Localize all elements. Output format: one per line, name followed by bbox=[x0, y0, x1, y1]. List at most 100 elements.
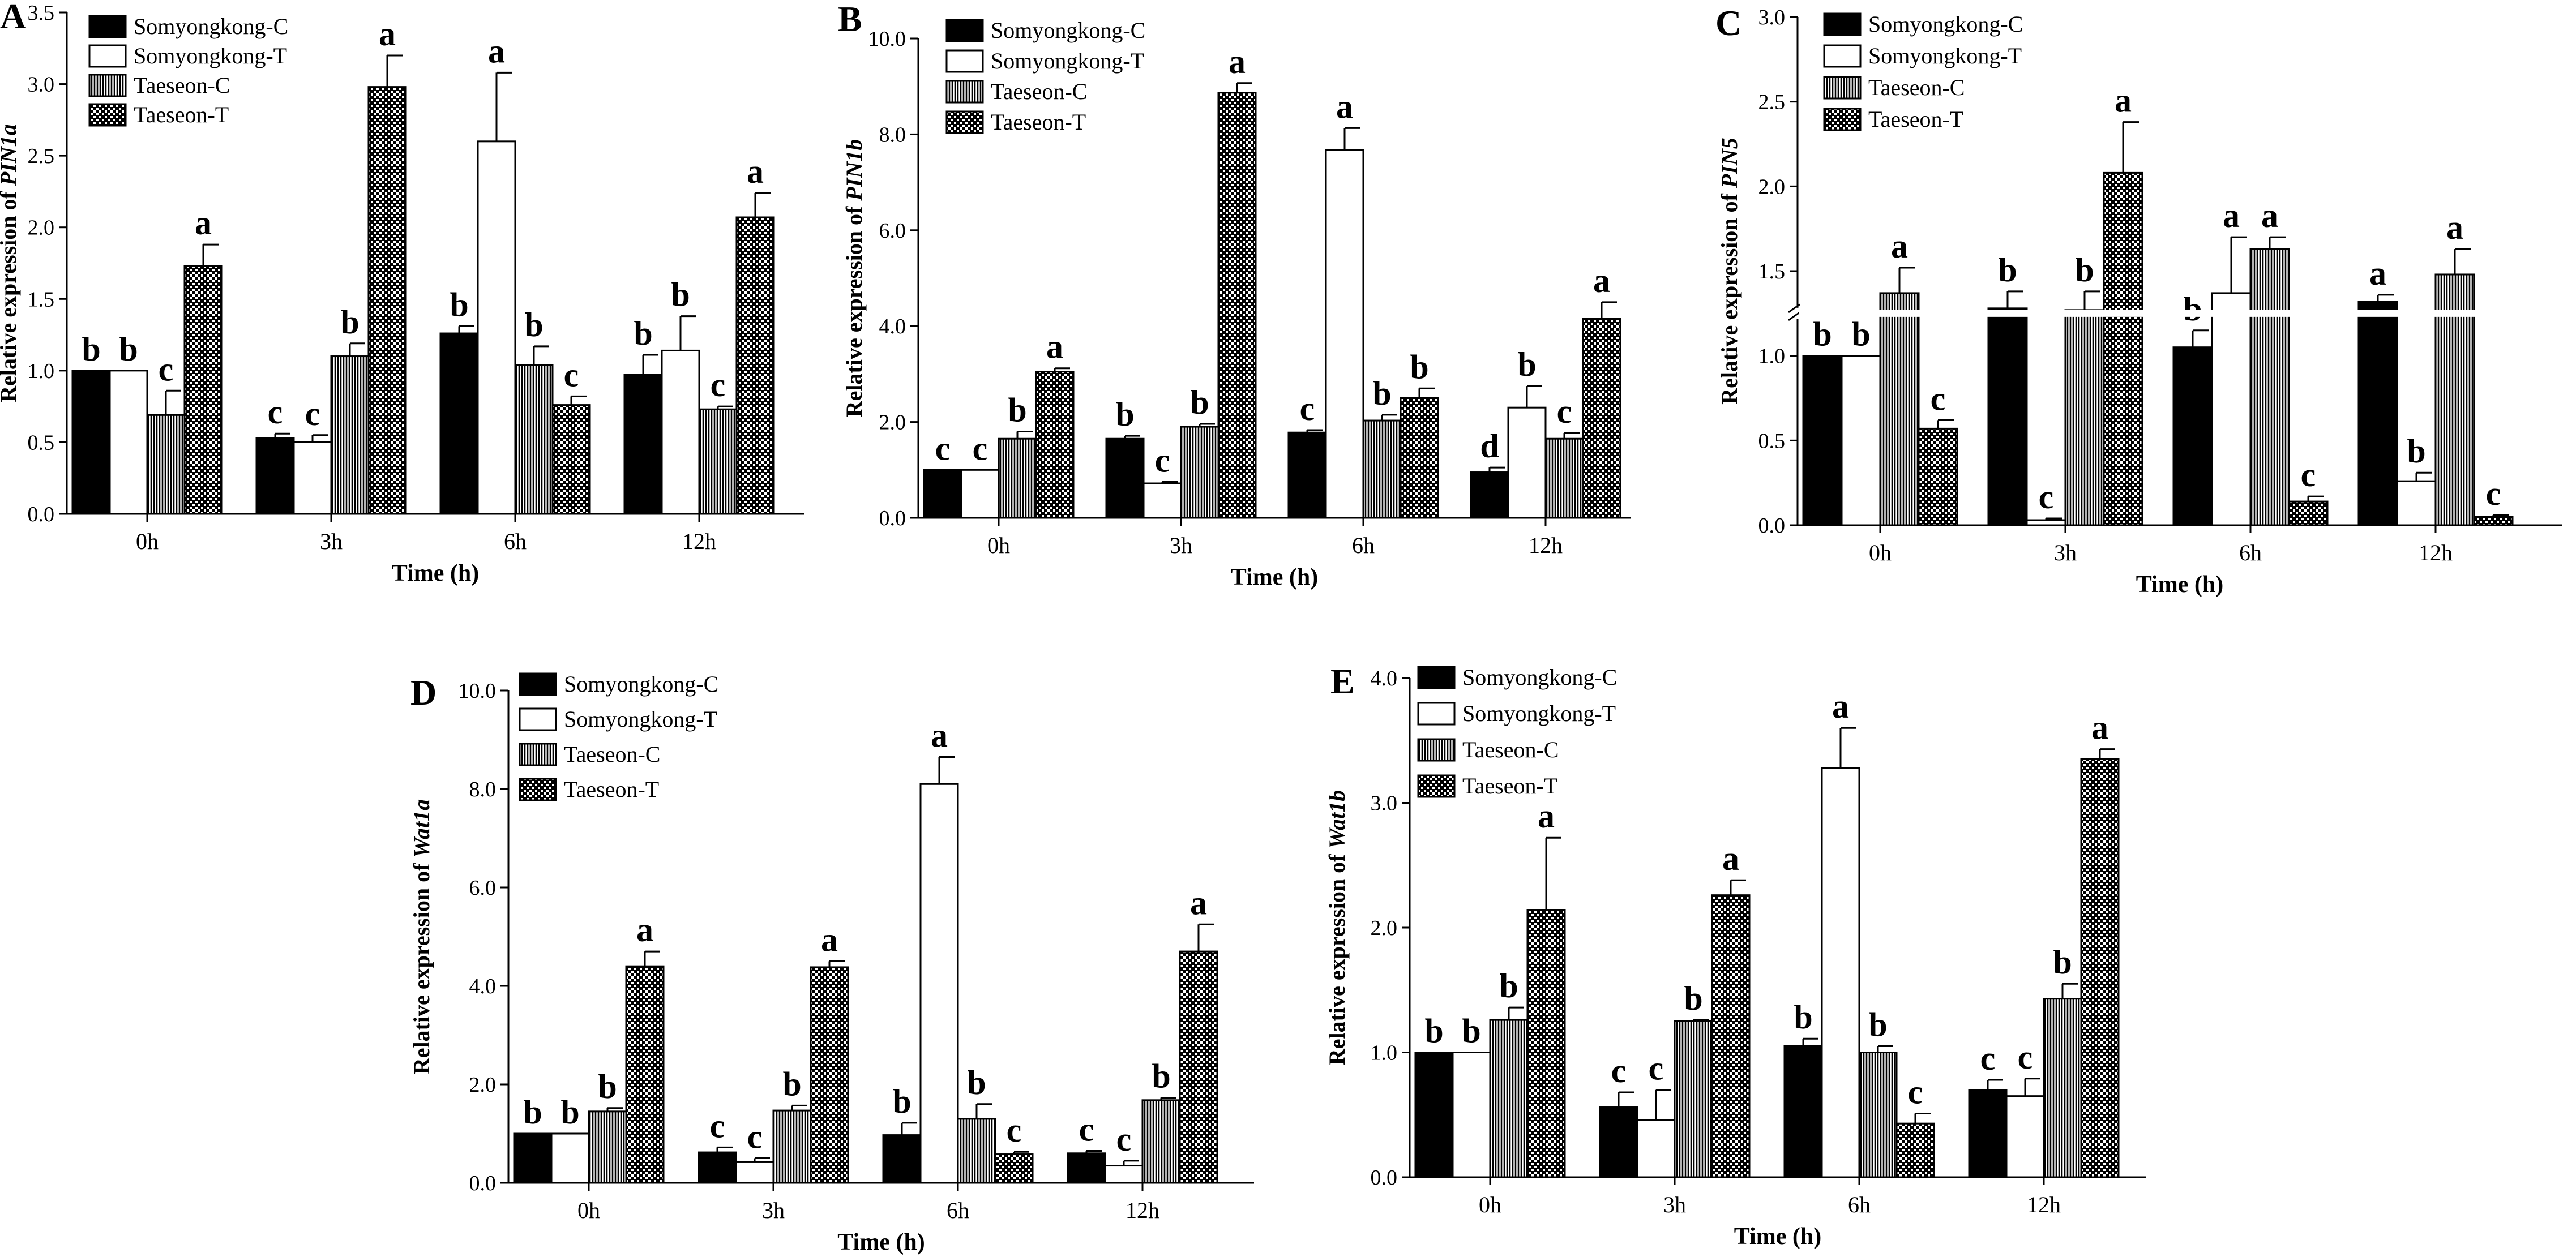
significance-letter: c bbox=[159, 350, 174, 388]
significance-letter: b bbox=[1851, 316, 1870, 353]
y-tick-label: 10.0 bbox=[868, 27, 906, 51]
bar-somyongkong-t-12h bbox=[661, 349, 700, 515]
legend-label: Taeseon-T bbox=[564, 776, 659, 802]
axis-break-mark bbox=[1788, 303, 1800, 314]
significance-letter: b bbox=[1517, 346, 1536, 383]
y-tick-label: 0.0 bbox=[1758, 514, 1786, 538]
bar-somyongkong-t-12h bbox=[2396, 480, 2437, 526]
bar-taeseon-c-6h bbox=[1362, 419, 1402, 519]
significance-letter: b bbox=[1499, 967, 1518, 1005]
significance-letter: a bbox=[747, 153, 764, 190]
bar-taeseon-c-3h bbox=[2064, 309, 2105, 526]
significance-letter: b bbox=[1190, 384, 1209, 421]
significance-letter: d bbox=[1480, 427, 1499, 465]
panel-label: B bbox=[838, 0, 862, 39]
significance-letter: c bbox=[2039, 478, 2054, 516]
bar-taeseon-c-0h bbox=[588, 1110, 627, 1184]
bar-taeseon-c-3h bbox=[330, 355, 370, 515]
significance-letter: b bbox=[598, 1068, 617, 1105]
y-tick-label: 1.0 bbox=[1758, 345, 1786, 368]
y-tick-label: 1.5 bbox=[1758, 260, 1786, 284]
significance-letter: c bbox=[268, 393, 283, 431]
significance-letter: b bbox=[1462, 1013, 1480, 1050]
legend-swatch bbox=[88, 74, 127, 97]
bar-taeseon-t-0h bbox=[1526, 909, 1566, 1178]
significance-letter: a bbox=[2446, 209, 2463, 246]
significance-letter: a bbox=[2115, 82, 2132, 119]
significance-letter: b bbox=[1868, 1006, 1887, 1043]
bar-somyongkong-c-3h bbox=[255, 437, 295, 515]
x-axis-label: Time (h) bbox=[2136, 572, 2223, 598]
bar-taeseon-c-0h bbox=[146, 414, 186, 515]
bar-taeseon-t-12h bbox=[735, 216, 775, 515]
x-tick-label: 12h bbox=[2027, 1192, 2061, 1217]
legend-label: Taeseon-C bbox=[134, 72, 230, 98]
bar-taeseon-c-3h bbox=[772, 1109, 812, 1184]
legend-label: Somyongkong-C bbox=[1868, 11, 2023, 37]
legend-label: Taeseon-C bbox=[991, 79, 1087, 104]
legend-label: Taeseon-T bbox=[1462, 773, 1557, 799]
significance-letter: b bbox=[340, 303, 359, 341]
significance-letter: c bbox=[2301, 456, 2316, 494]
bar-somyongkong-c-3h bbox=[698, 1151, 737, 1184]
y-tick-label: 4.0 bbox=[1371, 667, 1398, 690]
bar-taeseon-t-6h bbox=[2288, 500, 2329, 526]
y-tick-label: 3.5 bbox=[28, 1, 55, 25]
legend-swatch bbox=[1417, 738, 1456, 762]
x-tick-label: 6h bbox=[2239, 540, 2262, 565]
bar-somyongkong-t-3h bbox=[2026, 519, 2066, 526]
significance-letter: c bbox=[1116, 1121, 1132, 1158]
significance-letter: c bbox=[1931, 380, 1946, 417]
significance-letter: c bbox=[2486, 475, 2501, 512]
significance-letter: a bbox=[2261, 197, 2278, 234]
bar-taeseon-t-12h bbox=[1179, 950, 1218, 1184]
bar-somyongkong-c-6h bbox=[1783, 1045, 1823, 1178]
bar-somyongkong-t-12h bbox=[1507, 406, 1547, 519]
x-axis-label: Time (h) bbox=[1231, 564, 1318, 590]
bar-somyongkong-c-0h bbox=[71, 370, 111, 515]
legend-label: Somyongkong-T bbox=[991, 48, 1144, 74]
bar-taeseon-c-6h bbox=[514, 364, 554, 515]
bar-taeseon-t-6h bbox=[1895, 1122, 1935, 1178]
bar-somyongkong-c-12h bbox=[1968, 1089, 2008, 1178]
bar-somyongkong-c-12h bbox=[1470, 471, 1509, 519]
significance-letter: c bbox=[935, 430, 951, 467]
significance-letter: b bbox=[671, 276, 690, 314]
y-tick-label: 0.0 bbox=[469, 1172, 497, 1195]
bar-somyongkong-t-3h bbox=[735, 1161, 774, 1184]
significance-letter: b bbox=[967, 1064, 986, 1101]
bar-somyongkong-t-0h bbox=[109, 370, 148, 515]
significance-letter: c bbox=[973, 430, 988, 467]
legend-swatch bbox=[88, 44, 127, 68]
legend-swatch bbox=[88, 103, 127, 127]
bar-taeseon-c-6h bbox=[2249, 248, 2290, 526]
bar-somyongkong-c-0h bbox=[1414, 1052, 1454, 1178]
bar-somyongkong-t-3h bbox=[1636, 1119, 1676, 1178]
bar-somyongkong-t-0h bbox=[550, 1132, 590, 1184]
y-axis-label: Relative expression of Wat1b bbox=[1324, 790, 1350, 1065]
x-tick-label: 0h bbox=[1869, 540, 1892, 565]
significance-letter: b bbox=[1813, 316, 1832, 353]
bar-somyongkong-c-12h bbox=[623, 374, 663, 515]
legend-label: Taeseon-T bbox=[991, 109, 1086, 135]
x-tick-label: 0h bbox=[577, 1198, 600, 1223]
bar-somyongkong-t-6h bbox=[2211, 292, 2252, 526]
significance-letter: b bbox=[450, 286, 468, 323]
y-tick-label: 0.0 bbox=[28, 503, 55, 526]
legend-swatch bbox=[1823, 76, 1862, 100]
panel-label: E bbox=[1330, 661, 1355, 701]
significance-letter: c bbox=[1980, 1040, 1996, 1077]
x-tick-label: 12h bbox=[1529, 533, 1563, 558]
legend-swatch bbox=[519, 778, 557, 801]
significance-letter: b bbox=[524, 306, 543, 344]
significance-letter: a bbox=[1593, 262, 1610, 299]
bar-taeseon-t-0h bbox=[625, 965, 665, 1184]
bar-taeseon-t-12h bbox=[1582, 318, 1621, 519]
significance-letter: b bbox=[634, 315, 652, 352]
significance-letter: a bbox=[2369, 255, 2386, 292]
bar-taeseon-t-3h bbox=[2103, 171, 2143, 526]
y-tick-label: 2.5 bbox=[28, 144, 55, 168]
bar-somyongkong-c-6h bbox=[882, 1134, 922, 1184]
x-tick-label: 12h bbox=[1126, 1198, 1159, 1223]
